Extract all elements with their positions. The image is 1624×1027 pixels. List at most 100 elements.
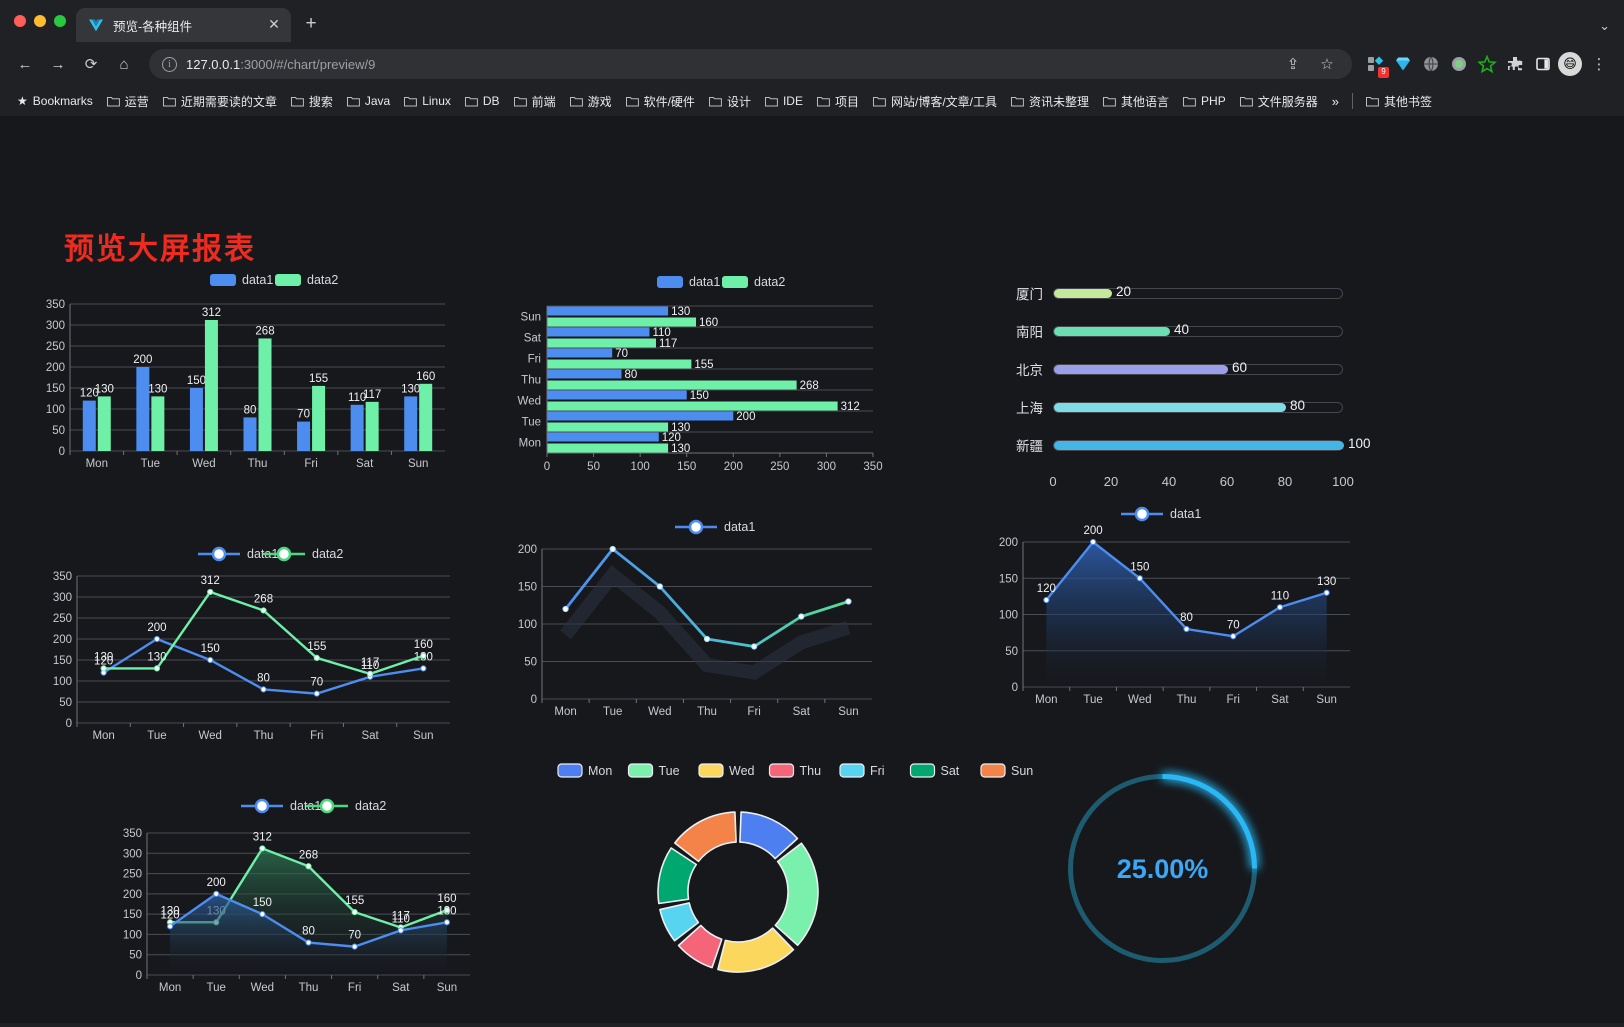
area-chart-single[interactable]: data1 0 50 100 150 200 Mon Tue Wed Thu Fri Sat Sun 1…	[975, 502, 1365, 717]
reload-button[interactable]: ⟳	[84, 56, 98, 73]
side-panel-icon[interactable]	[1530, 51, 1556, 77]
bookmark-folder[interactable]: PHP	[1176, 91, 1233, 111]
donut-chart[interactable]	[648, 802, 828, 982]
data-point[interactable]	[798, 613, 805, 620]
bar[interactable]	[97, 396, 111, 451]
bookmark-folder[interactable]: 运营	[100, 90, 156, 113]
data-point[interactable]	[313, 654, 320, 662]
gradient-line-chart[interactable]: data1 0 50 100 150 200 Mon Tue Wed Thu Fri Sat Sun	[500, 514, 890, 729]
bookmark-folder[interactable]: DB	[458, 91, 507, 111]
bookmark-folder[interactable]: 资讯未整理	[1004, 90, 1096, 113]
legend[interactable]: Mon Tue Wed Thu Fri Sat Sun	[557, 763, 1033, 778]
data-point[interactable]	[562, 605, 569, 613]
profile-avatar[interactable]: 😄	[1558, 52, 1582, 76]
bar[interactable]	[547, 411, 734, 421]
bar[interactable]	[151, 396, 165, 451]
bookmark-folder[interactable]: IDE	[758, 91, 810, 111]
extension-grid-icon[interactable]: 9	[1362, 51, 1389, 78]
new-tab-button[interactable]: +	[305, 13, 317, 34]
data-point[interactable]	[260, 607, 267, 614]
data-point[interactable]	[397, 927, 404, 934]
bookmark-folder[interactable]: 软件/硬件	[619, 90, 702, 113]
legend[interactable]: data1 data2	[198, 546, 343, 562]
bar[interactable]	[547, 422, 669, 432]
progress-bar-row[interactable]: 北京 60	[995, 350, 1385, 388]
data-point[interactable]	[420, 652, 427, 659]
close-tab-button[interactable]: ✕	[268, 16, 280, 32]
donut-chart-legend[interactable]: Mon Tue Wed Thu Fri Sat Sun	[540, 756, 1033, 1006]
bookmark-folder[interactable]: 近期需要读的文章	[156, 90, 284, 113]
bar[interactable]	[547, 401, 838, 411]
bar[interactable]	[258, 338, 272, 451]
data-point[interactable]	[443, 919, 451, 926]
line-series[interactable]	[564, 547, 849, 648]
bar[interactable]	[547, 327, 650, 337]
data-point[interactable]	[259, 911, 266, 918]
bookmark-folder[interactable]: 文件服务器	[1233, 90, 1325, 113]
data-point[interactable]	[313, 690, 320, 697]
vertical-bar-chart[interactable]: data1 data2 050100150200250300350Mon1201…	[30, 266, 450, 481]
data-point[interactable]	[100, 665, 107, 672]
home-button[interactable]: ⌂	[119, 55, 129, 73]
donut-slice[interactable]	[659, 902, 700, 942]
bar[interactable]	[82, 400, 96, 451]
area-chart-dual[interactable]: data1 data2 0 50 100 150 200 250 300 350 Mon Tue W…	[95, 793, 495, 1008]
bookmarks-root[interactable]: ★ Bookmarks	[10, 91, 100, 111]
progress-bar-row[interactable]: 南阳 40	[995, 312, 1385, 350]
progress-bar-row[interactable]: 上海 80	[995, 388, 1385, 426]
bar[interactable]	[136, 367, 150, 451]
back-button[interactable]: ←	[17, 55, 33, 73]
donut-slice[interactable]	[657, 847, 698, 905]
bookmark-folder[interactable]: 网站/博客/文章/工具	[866, 90, 1004, 113]
maximize-window-button[interactable]	[54, 15, 66, 27]
legend[interactable]: data1	[675, 519, 755, 535]
data-point[interactable]	[1183, 625, 1190, 633]
diamond-extension-icon[interactable]	[1390, 51, 1416, 77]
bar[interactable]	[547, 369, 622, 379]
window-controls[interactable]	[10, 0, 76, 42]
bar[interactable]	[365, 401, 379, 451]
data-point[interactable]	[153, 635, 161, 643]
bookmark-folder[interactable]: 项目	[810, 90, 866, 113]
bar[interactable]	[547, 348, 613, 358]
data-point[interactable]	[1276, 604, 1284, 611]
progress-bar-row[interactable]: 新疆 100	[995, 426, 1385, 464]
data-point[interactable]	[305, 863, 312, 870]
gauge-chart[interactable]: 25.00%	[1055, 761, 1270, 976]
legend[interactable]: data1 data2	[657, 275, 785, 289]
bookmark-folder[interactable]: 搜索	[284, 90, 340, 113]
data-point[interactable]	[213, 890, 220, 897]
data-point[interactable]	[703, 635, 711, 643]
data-point[interactable]	[207, 588, 214, 596]
data-point[interactable]	[443, 906, 451, 914]
data-point[interactable]	[1323, 589, 1330, 596]
dual-line-chart[interactable]: data1 data2 0 50 100 150 200 250 300 350 Mon Tue W…	[35, 541, 455, 756]
star-extension-icon[interactable]	[1474, 51, 1500, 77]
donut-slice[interactable]	[677, 924, 723, 969]
close-window-button[interactable]	[14, 15, 26, 27]
minimize-window-button[interactable]	[34, 15, 46, 27]
bookmark-folder-other[interactable]: 其他书签	[1359, 90, 1439, 113]
puzzle-extension-icon[interactable]	[1502, 51, 1528, 77]
globe-extension-icon[interactable]	[1418, 51, 1444, 77]
bar[interactable]	[404, 396, 418, 451]
data-point[interactable]	[351, 909, 358, 916]
chevron-down-icon[interactable]: ⌄	[1599, 18, 1610, 33]
data-point[interactable]	[609, 545, 616, 553]
bar[interactable]	[189, 388, 203, 451]
forward-button[interactable]: →	[50, 55, 66, 73]
bookmark-folder[interactable]: Linux	[397, 91, 458, 111]
address-bar[interactable]: i 127.0.0.1:3000/#/chart/preview/9 ⇪ ☆	[149, 49, 1352, 79]
browser-menu-button[interactable]: ⋮	[1591, 56, 1607, 73]
data-point[interactable]	[166, 923, 174, 930]
data-point[interactable]	[656, 583, 663, 590]
bar[interactable]	[547, 359, 692, 369]
bookmark-star-icon[interactable]: ☆	[1320, 56, 1334, 73]
data-point[interactable]	[351, 943, 358, 950]
browser-tab[interactable]: 预览-各种组件 ✕	[76, 8, 291, 42]
site-info-icon[interactable]: i	[162, 56, 177, 72]
bar[interactable]	[547, 380, 797, 390]
donut-slice[interactable]	[673, 811, 737, 863]
bookmark-folder[interactable]: 游戏	[563, 90, 619, 113]
